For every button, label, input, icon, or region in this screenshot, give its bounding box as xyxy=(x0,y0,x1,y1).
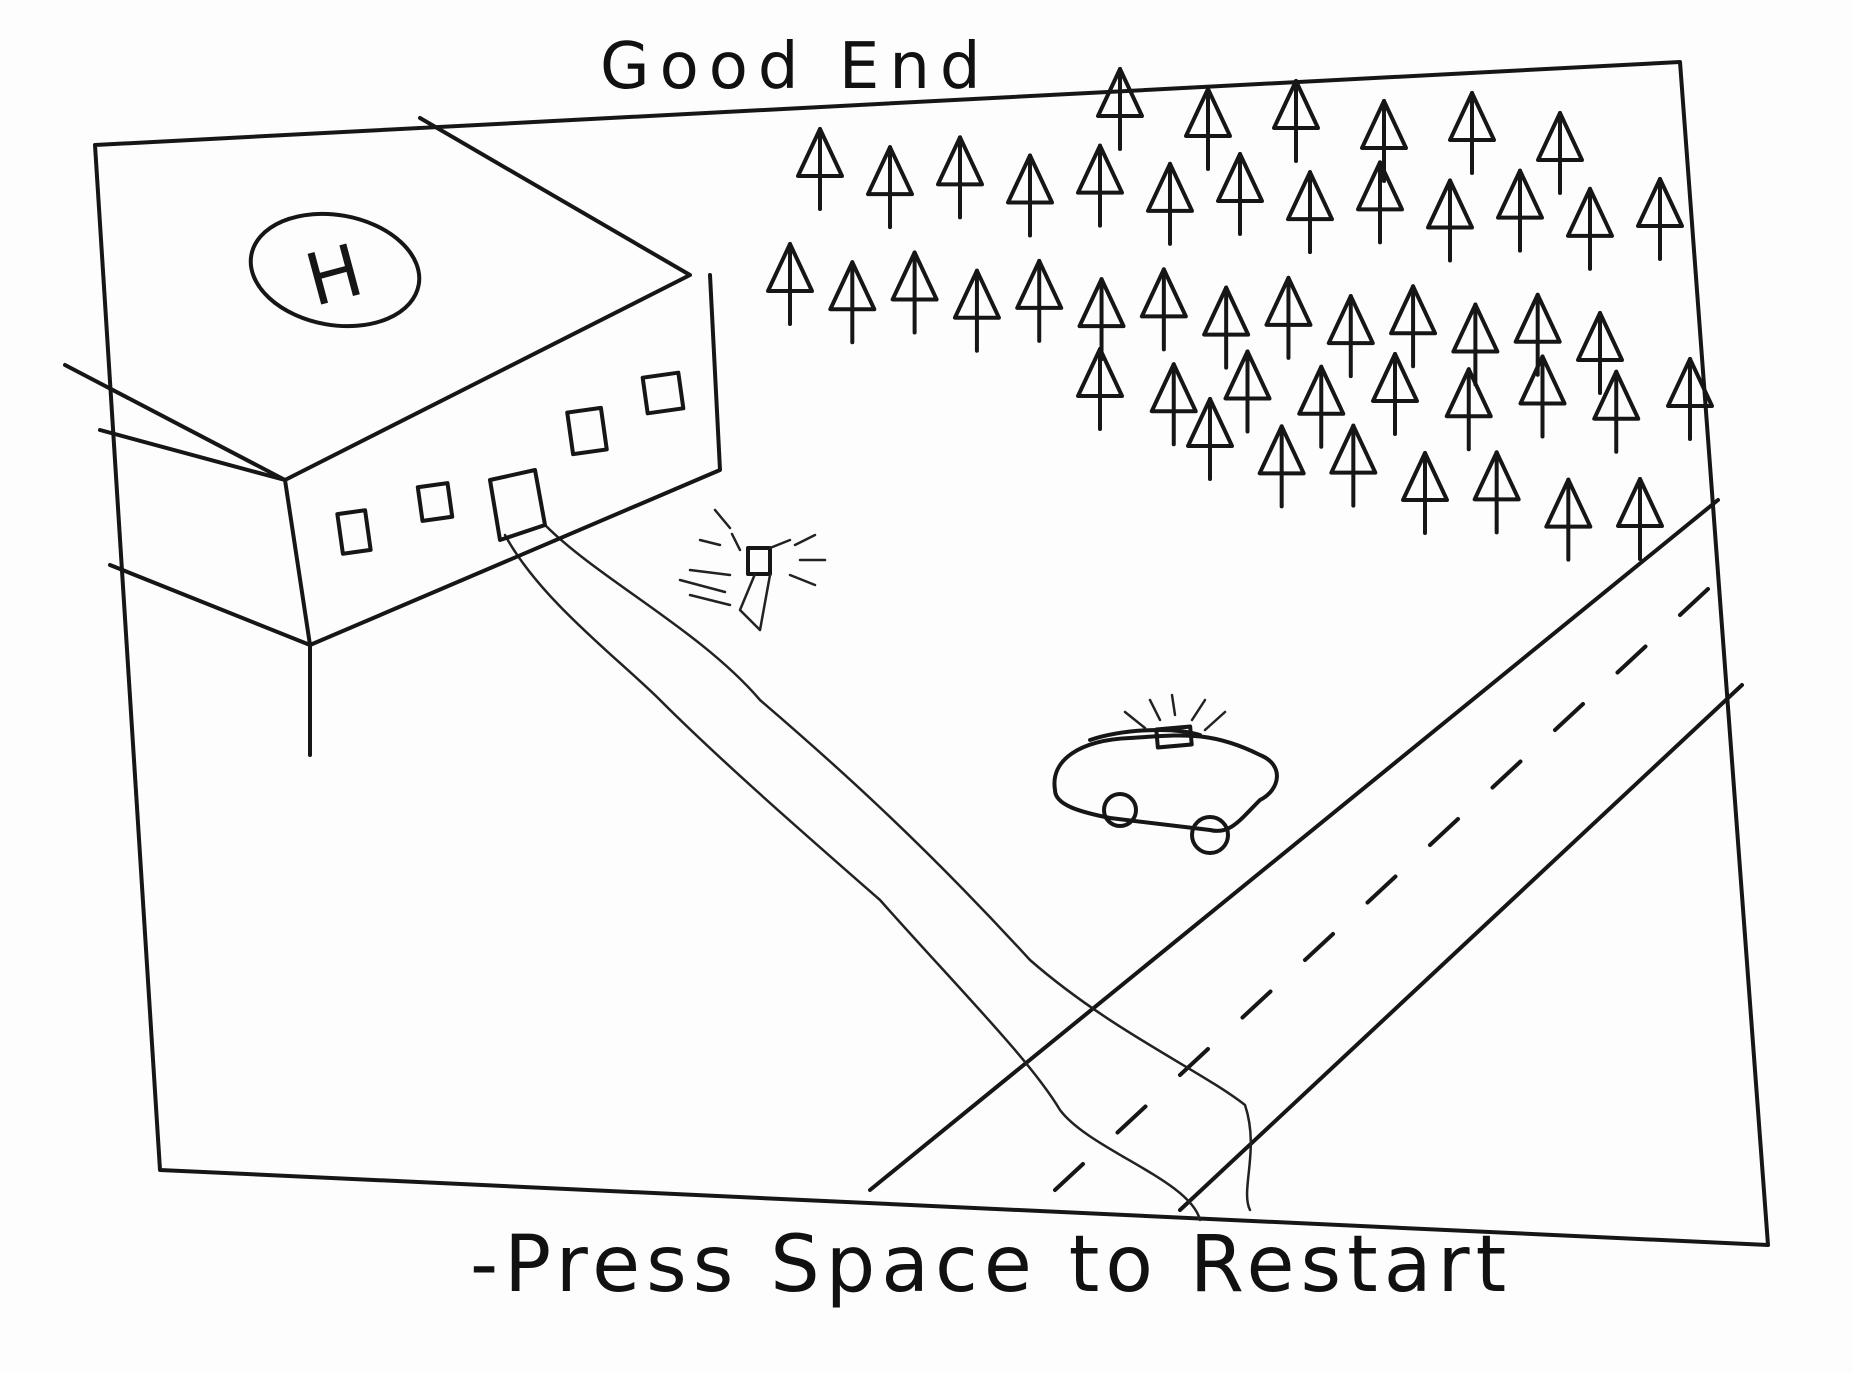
tree-icon xyxy=(1513,292,1562,377)
road-dash xyxy=(1678,587,1710,617)
restart-prompt[interactable]: -Press Space to Restart xyxy=(470,1220,1513,1310)
road-dash xyxy=(1303,932,1335,962)
tree-icon xyxy=(1272,79,1320,163)
tree-icon xyxy=(1371,352,1419,436)
hospital-building xyxy=(63,116,722,757)
road-dash xyxy=(1115,1104,1148,1135)
building-window xyxy=(640,370,686,416)
tree-icon xyxy=(1076,347,1124,431)
tree-icon xyxy=(1448,91,1496,175)
tree-icon xyxy=(1616,477,1664,561)
tree-icon xyxy=(1518,354,1567,439)
tree-icon xyxy=(1139,267,1188,352)
tree-icon xyxy=(890,250,939,335)
tree-icon xyxy=(1015,258,1064,343)
police-car-icon xyxy=(1052,693,1279,855)
tree-icon xyxy=(1451,302,1500,387)
road-dash xyxy=(1240,989,1273,1020)
tree-icon xyxy=(1223,349,1272,434)
tree-icon xyxy=(1216,152,1264,236)
person-icon xyxy=(678,508,827,632)
tree-icon xyxy=(1636,177,1684,261)
tree-icon xyxy=(866,145,914,230)
tree-icon xyxy=(1472,450,1521,535)
tree-icon xyxy=(1426,178,1474,263)
road-dash xyxy=(1178,1047,1210,1077)
forest xyxy=(766,67,1714,562)
tree-icon xyxy=(952,268,1001,353)
road-dash xyxy=(1428,817,1460,847)
tree-icon xyxy=(766,242,814,326)
road-dash xyxy=(1553,702,1585,732)
tree-icon xyxy=(1544,477,1593,562)
game-title: Good End xyxy=(600,30,991,104)
building-window xyxy=(565,405,609,457)
helipad-icon: H xyxy=(248,211,422,329)
tree-icon xyxy=(1326,294,1375,379)
tree-icon xyxy=(1297,364,1346,449)
tree-icon xyxy=(1184,87,1232,171)
tree-icon xyxy=(1096,67,1144,151)
tree-icon xyxy=(1257,424,1306,509)
building-window xyxy=(335,508,373,556)
tree-icon xyxy=(1356,160,1404,245)
road-dash xyxy=(1053,1162,1085,1192)
tree-icon xyxy=(1576,311,1624,395)
tree-icon xyxy=(1444,367,1493,452)
road xyxy=(868,498,1744,1212)
tree-icon xyxy=(1389,284,1438,369)
tree-icon xyxy=(1566,186,1614,271)
siren-light xyxy=(1154,724,1194,750)
tree-icon xyxy=(796,127,844,211)
tree-icon xyxy=(1077,277,1126,362)
tree-icon xyxy=(1202,285,1251,370)
tree-icon xyxy=(1360,99,1408,183)
tree-icon xyxy=(1149,362,1198,447)
tree-icon xyxy=(1006,153,1054,238)
building-window xyxy=(415,481,455,523)
car-wheel xyxy=(1190,815,1230,855)
car-wheel xyxy=(1102,792,1138,828)
road-dash xyxy=(1365,874,1398,905)
path xyxy=(503,523,1253,1222)
tree-icon xyxy=(1592,369,1641,454)
tree-icon xyxy=(1286,170,1334,255)
tree-icon xyxy=(1666,357,1714,441)
tree-icon xyxy=(1264,275,1313,360)
tree-icon xyxy=(1186,397,1234,481)
tree-icon xyxy=(828,260,877,345)
tree-icon xyxy=(1536,111,1584,195)
tree-icon xyxy=(936,135,984,220)
road-dash xyxy=(1615,644,1648,675)
tree-icon xyxy=(1496,168,1544,253)
road-dash xyxy=(1490,759,1523,790)
tree-icon xyxy=(1146,161,1194,246)
tree-icon xyxy=(1401,451,1449,535)
tree-icon xyxy=(1076,143,1124,228)
helipad-letter: H xyxy=(297,228,371,323)
scene-frame xyxy=(93,60,1770,1247)
building-door xyxy=(488,468,547,542)
tree-icon xyxy=(1329,423,1378,508)
